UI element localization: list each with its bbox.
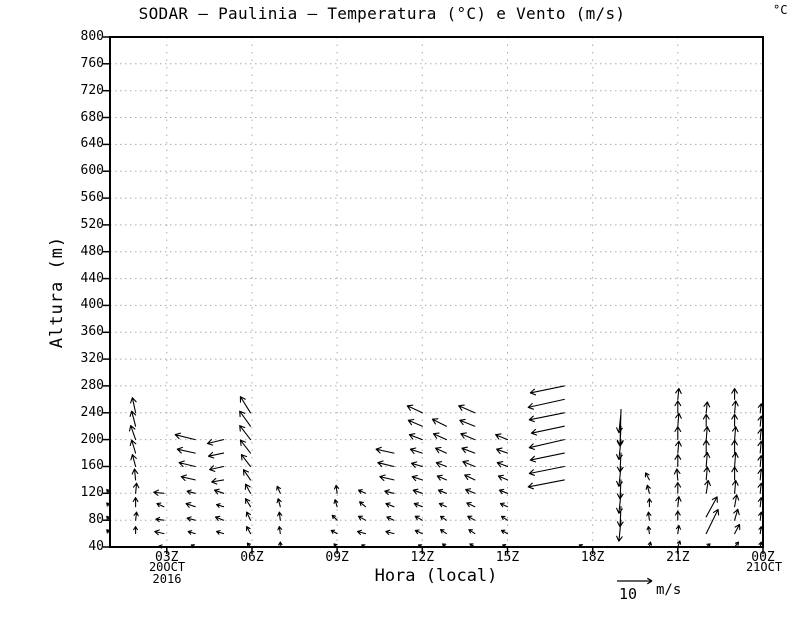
y-axis-tick-label: 360 <box>80 324 104 340</box>
y-axis-tick-label: 320 <box>80 351 104 367</box>
end-date-label: 21OCT <box>745 560 783 574</box>
x-axis-tick-label: 03Z <box>155 550 179 565</box>
y-axis-tick-label: 720 <box>80 82 104 98</box>
y-axis-tick-label: 200 <box>80 431 104 447</box>
y-axis-tick-label: 440 <box>80 270 104 286</box>
reference-arrow-unit: m/s <box>656 582 682 598</box>
y-axis-tick-label: 40 <box>88 539 104 554</box>
x-axis-tick-label: 12Z <box>410 550 435 565</box>
y-axis-tick-label: 280 <box>80 377 104 393</box>
temperature-unit-label: °C <box>773 3 788 17</box>
y-axis-tick-label: 400 <box>80 297 104 313</box>
x-axis-tick-label: 09Z <box>325 550 349 565</box>
y-axis-tick-label: 160 <box>80 458 104 474</box>
x-axis-tick-label: 06Z <box>240 550 264 565</box>
x-axis-title: Hora (local) <box>374 566 498 586</box>
y-axis-tick-label: 80 <box>88 512 104 528</box>
start-date-label: 20OCT <box>148 560 186 574</box>
x-axis-tick-label: 00Z <box>751 550 775 565</box>
y-axis-tick-label: 640 <box>80 136 104 152</box>
chart-title: SODAR – Paulinia – Temperatura (°C) e Ve… <box>138 4 626 23</box>
y-axis-tick-label: 240 <box>80 404 104 420</box>
reference-arrow-value: 10 <box>618 585 638 603</box>
y-axis-tick-label: 520 <box>80 216 104 232</box>
y-axis-tick-label: 480 <box>80 243 104 259</box>
y-axis-tick-label: 600 <box>80 163 104 179</box>
x-axis-tick-label: 21Z <box>666 550 690 565</box>
x-axis-tick-label: 18Z <box>580 550 605 565</box>
y-axis-tick-label: 560 <box>80 190 104 206</box>
y-axis-tick-label: 760 <box>80 55 104 71</box>
y-axis-tick-label: 120 <box>80 485 104 501</box>
start-year-label: 2016 <box>152 572 182 586</box>
x-axis-tick-label: 15Z <box>495 550 520 565</box>
y-axis-tick-label: 680 <box>80 109 104 125</box>
y-axis-tick-label: 800 <box>80 29 104 44</box>
